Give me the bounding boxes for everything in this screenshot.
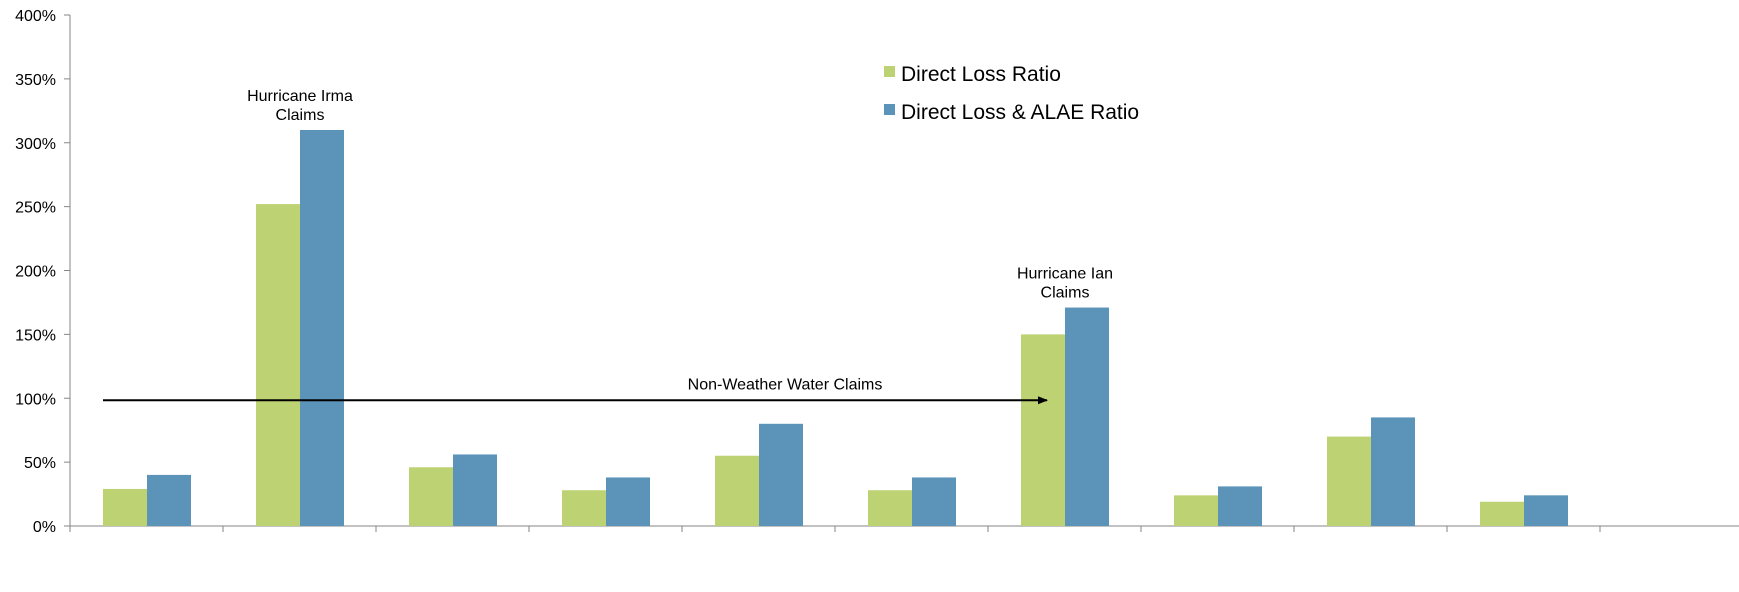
legend-swatch-2 — [884, 104, 895, 115]
y-tick-label: 350% — [15, 72, 56, 89]
bar-series-1-cat-9 — [1327, 436, 1371, 526]
bar-series-2-cat-6 — [912, 477, 956, 526]
annotation-line: Hurricane Ian — [1017, 266, 1113, 283]
bar-series-2-cat-7 — [1065, 307, 1109, 526]
bar-series-1-cat-1 — [103, 488, 147, 526]
y-tick-label: 300% — [15, 136, 56, 153]
bar-series-1-cat-2 — [256, 204, 300, 526]
legend-label-1: Direct Loss Ratio — [901, 63, 1061, 86]
bar-series-2-cat-3 — [453, 454, 497, 526]
annotation-line: Claims — [276, 107, 325, 124]
bars — [103, 129, 1568, 526]
y-tick-label: 200% — [15, 264, 56, 281]
bar-series-2-cat-10 — [1524, 495, 1568, 526]
bar-series-2-cat-1 — [147, 474, 191, 526]
bar-series-2-cat-2 — [300, 129, 344, 526]
bar-series-1-cat-7 — [1021, 334, 1065, 526]
legend-label-2: Direct Loss & ALAE Ratio — [901, 101, 1139, 124]
y-tick-label: 50% — [24, 455, 56, 472]
bar-series-1-cat-5 — [715, 455, 759, 526]
y-tick-label: 250% — [15, 200, 56, 217]
annotation-line: Non-Weather Water Claims — [688, 376, 883, 393]
bar-series-2-cat-4 — [606, 477, 650, 526]
legend: Direct Loss Ratio Direct Loss & ALAE Rati… — [884, 63, 1139, 124]
bar-series-1-cat-6 — [868, 490, 912, 526]
y-tick-label: 150% — [15, 327, 56, 344]
y-tick-label: 0% — [33, 519, 56, 536]
bar-series-2-cat-9 — [1371, 417, 1415, 526]
y-tick-label: 100% — [15, 391, 56, 408]
bar-series-2-cat-8 — [1218, 486, 1262, 526]
y-tick-label: 400% — [15, 8, 56, 25]
bar-series-1-cat-4 — [562, 490, 606, 526]
annotations: Hurricane Irma Claims Hurricane Ian Claims N… — [103, 88, 1113, 405]
bar-series-2-cat-5 — [759, 423, 803, 526]
bar-series-1-cat-10 — [1480, 501, 1524, 526]
annotation-line: Claims — [1041, 285, 1090, 302]
bar-series-1-cat-8 — [1174, 495, 1218, 526]
annotation-line: Hurricane Irma — [247, 88, 353, 105]
axes: 0% 50% 100% 150% 200% 250% 300% 350% 400% — [15, 8, 1739, 536]
annotation-3: Non-Weather Water Claims — [688, 376, 883, 393]
legend-swatch-1 — [884, 66, 895, 77]
bar-series-1-cat-3 — [409, 467, 453, 526]
annotation-2: Hurricane Ian Claims — [1017, 266, 1113, 302]
annotation-1: Hurricane Irma Claims — [247, 88, 353, 124]
